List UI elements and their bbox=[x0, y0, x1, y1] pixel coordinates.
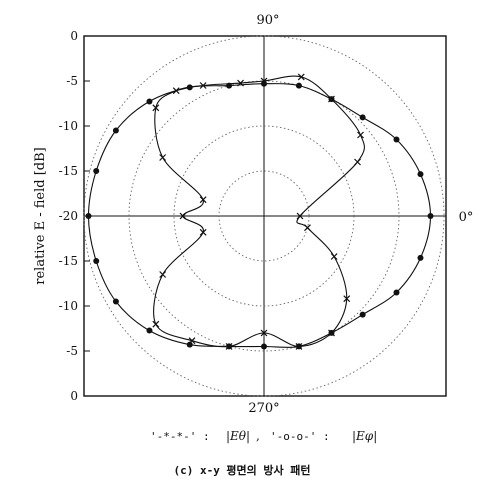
data-point-o bbox=[417, 171, 424, 178]
legend-separator: , bbox=[256, 429, 260, 443]
data-point-o bbox=[359, 114, 366, 121]
data-point-o bbox=[393, 289, 400, 296]
data-point-x bbox=[159, 271, 167, 278]
data-point-o bbox=[85, 213, 92, 219]
y-axis-label: relative E - field [dB] bbox=[33, 147, 48, 285]
data-point-x bbox=[357, 131, 364, 139]
data-point-x bbox=[330, 253, 338, 260]
data-point-o bbox=[146, 327, 153, 334]
legend-label-1: |Eθ| bbox=[226, 429, 250, 443]
series-line-e-theta bbox=[153, 75, 365, 348]
angle-label-bottom: 270° bbox=[248, 401, 279, 416]
data-point-x bbox=[343, 295, 351, 303]
data-point-o bbox=[93, 257, 100, 264]
angle-label-top: 90° bbox=[256, 13, 279, 28]
data-point-x bbox=[199, 196, 207, 204]
data-point-o bbox=[186, 84, 193, 91]
data-point-o bbox=[328, 96, 335, 103]
data-point-o bbox=[226, 343, 233, 350]
radial-tick-label: -10 bbox=[59, 119, 78, 133]
data-point-o bbox=[146, 98, 153, 105]
data-point-o bbox=[112, 298, 119, 305]
grid-circle bbox=[218, 170, 310, 262]
angle-label-right: 0° bbox=[459, 210, 474, 225]
data-point-x bbox=[152, 104, 160, 112]
data-point-o bbox=[226, 82, 233, 89]
radial-tick-label: 0 bbox=[70, 29, 78, 43]
data-point-o bbox=[393, 136, 400, 143]
data-point-x bbox=[179, 212, 187, 220]
data-point-o bbox=[186, 341, 193, 348]
radial-tick-label: -5 bbox=[66, 74, 78, 88]
radial-tick-label: -20 bbox=[59, 209, 78, 223]
radial-tick-label: -15 bbox=[59, 164, 78, 178]
data-point-o bbox=[112, 127, 119, 134]
data-point-x bbox=[296, 212, 304, 220]
data-point-o bbox=[417, 254, 424, 261]
legend-symbol-1: '-*-*-' : bbox=[150, 430, 210, 443]
grid-circle bbox=[83, 35, 445, 397]
data-point-x bbox=[260, 329, 268, 337]
radial-tick-label: -15 bbox=[59, 254, 78, 268]
data-point-x bbox=[297, 73, 305, 81]
data-point-x bbox=[152, 320, 160, 328]
data-point-o bbox=[93, 168, 100, 175]
data-point-x bbox=[304, 224, 311, 232]
data-point-o bbox=[295, 82, 302, 89]
legend-label-2: |Eφ| bbox=[352, 429, 377, 443]
radial-tick-label: -10 bbox=[59, 299, 78, 313]
data-point-x bbox=[199, 228, 207, 236]
data-point-o bbox=[261, 80, 267, 87]
grid-circle bbox=[173, 125, 355, 307]
radial-tick-label: 0 bbox=[70, 389, 78, 403]
data-point-o bbox=[328, 329, 335, 336]
data-point-o bbox=[295, 343, 302, 350]
data-point-o bbox=[359, 311, 366, 318]
data-point-x bbox=[354, 158, 361, 166]
data-point-o bbox=[427, 213, 434, 219]
figure-caption: (c) x-y 평면의 방사 패턴 bbox=[173, 464, 311, 477]
data-point-o bbox=[261, 343, 267, 350]
data-point-x bbox=[159, 154, 167, 161]
grid-circle bbox=[128, 80, 400, 352]
legend-symbol-2: '-o-o-' : bbox=[270, 430, 330, 443]
radial-tick-label: -5 bbox=[66, 344, 78, 358]
